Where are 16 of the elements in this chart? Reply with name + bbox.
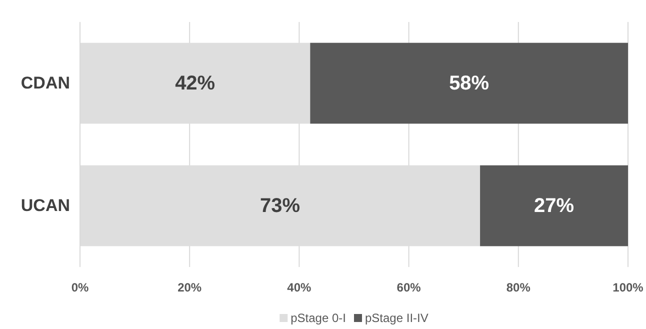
x-tick-label: 60% (396, 280, 422, 295)
x-tick-label: 20% (178, 280, 202, 295)
data-label: 58% (449, 72, 490, 94)
x-tick-label: 0% (71, 280, 89, 295)
x-tick-label: 40% (287, 280, 312, 295)
bar (310, 42, 628, 124)
bar (480, 165, 628, 246)
legend-label: pStage 0-I (290, 311, 346, 325)
legend-label: pStage II-IV (365, 311, 428, 325)
x-tick-label: 100% (612, 280, 644, 295)
data-label: 42% (175, 72, 216, 94)
data-label: 27% (534, 194, 574, 217)
y-tick-label: CDAN (20, 74, 70, 93)
data-label: 73% (260, 194, 300, 217)
x-tick-label: 80% (506, 280, 531, 295)
y-tick-label: UCAN (20, 196, 70, 216)
